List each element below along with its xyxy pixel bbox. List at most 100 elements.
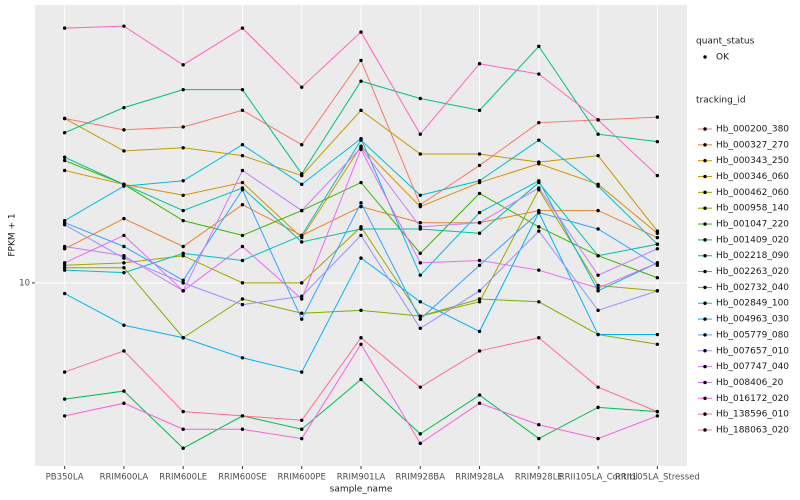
data-point — [240, 414, 245, 418]
data-point — [596, 254, 600, 258]
data-point — [181, 409, 185, 414]
legend-label: Hb_000343_250 — [716, 156, 789, 166]
data-point — [62, 266, 67, 270]
data-point — [537, 225, 541, 229]
data-point — [418, 300, 422, 304]
data-point — [596, 208, 600, 213]
data-point — [537, 210, 541, 215]
data-point — [537, 120, 541, 125]
data-point — [596, 283, 600, 288]
data-point — [240, 281, 245, 285]
data-point — [655, 115, 660, 119]
data-point — [537, 300, 541, 304]
x-tick-label: RRIM600PE — [278, 473, 326, 483]
legend-title: quant_status — [696, 37, 755, 47]
data-point — [240, 203, 245, 207]
data-point — [181, 336, 185, 340]
data-point — [359, 58, 363, 63]
data-point — [596, 385, 600, 389]
data-point — [122, 323, 126, 327]
y-axis-title: FPKM + 1 — [8, 213, 18, 256]
data-point — [62, 370, 67, 374]
plot — [62, 24, 660, 450]
data-point — [477, 300, 482, 304]
data-point — [122, 401, 126, 405]
data-point — [655, 242, 660, 246]
data-point — [240, 26, 245, 30]
data-point — [418, 96, 422, 101]
data-point — [62, 244, 67, 249]
legend-symbol — [703, 269, 707, 274]
data-point — [240, 153, 245, 158]
data-point — [62, 414, 67, 418]
x-tick-label: RRIM600LA — [100, 473, 149, 483]
data-point — [62, 291, 67, 296]
data-point — [62, 155, 67, 159]
legend-symbol — [703, 174, 707, 179]
data-point — [477, 401, 482, 405]
legend-label: Hb_000327_270 — [716, 140, 789, 150]
data-point — [418, 317, 422, 321]
data-point — [62, 263, 67, 267]
data-point — [596, 273, 600, 277]
data-point — [62, 261, 67, 265]
data-point — [477, 231, 482, 235]
data-point — [418, 225, 422, 229]
data-point — [418, 251, 422, 256]
legend-label: Hb_000346_060 — [716, 172, 789, 182]
data-point — [300, 427, 304, 431]
data-point — [418, 261, 422, 265]
data-point — [122, 128, 126, 132]
legend-label: Hb_005779_080 — [716, 330, 789, 340]
data-point — [181, 218, 185, 223]
data-point — [418, 432, 422, 436]
legend-symbol — [703, 333, 707, 337]
data-point — [418, 152, 422, 156]
data-point — [359, 233, 363, 238]
legend-symbol — [703, 55, 707, 59]
data-point — [300, 85, 304, 89]
data-point — [122, 233, 126, 238]
legend-label: Hb_001047_220 — [716, 220, 789, 230]
data-point — [62, 131, 67, 135]
data-point — [181, 146, 185, 150]
data-point — [300, 370, 304, 374]
data-point — [300, 311, 304, 315]
legend-symbol — [703, 412, 707, 416]
data-point — [477, 179, 482, 183]
data-point — [181, 251, 185, 256]
data-point — [537, 268, 541, 272]
legend-label: Hb_000462_060 — [716, 188, 789, 198]
legend-symbol — [703, 396, 707, 400]
data-point — [181, 193, 185, 197]
legend-label: Hb_001409_020 — [716, 235, 789, 245]
data-point — [477, 297, 482, 301]
data-point — [359, 256, 363, 260]
legend-label: Hb_000200_380 — [716, 125, 789, 135]
data-point — [240, 258, 245, 263]
data-point — [537, 138, 541, 142]
data-point — [62, 168, 67, 173]
legend-symbol — [703, 428, 707, 432]
data-point — [418, 273, 422, 277]
data-point — [122, 254, 126, 258]
data-point — [181, 179, 185, 183]
data-point — [240, 356, 245, 360]
data-point — [300, 208, 304, 213]
legend-symbol — [703, 127, 707, 131]
data-point — [537, 179, 541, 183]
data-point — [122, 184, 126, 188]
y-tick-label: 10 — [19, 278, 30, 288]
legend-label: Hb_002732_040 — [716, 283, 789, 293]
data-point — [240, 244, 245, 249]
data-point — [122, 266, 126, 270]
data-point — [596, 227, 600, 231]
data-point — [240, 302, 245, 307]
data-point — [240, 427, 245, 431]
data-point — [359, 308, 363, 313]
data-point — [181, 427, 185, 431]
data-point — [359, 377, 363, 382]
data-point — [181, 244, 185, 249]
data-point — [181, 446, 185, 450]
